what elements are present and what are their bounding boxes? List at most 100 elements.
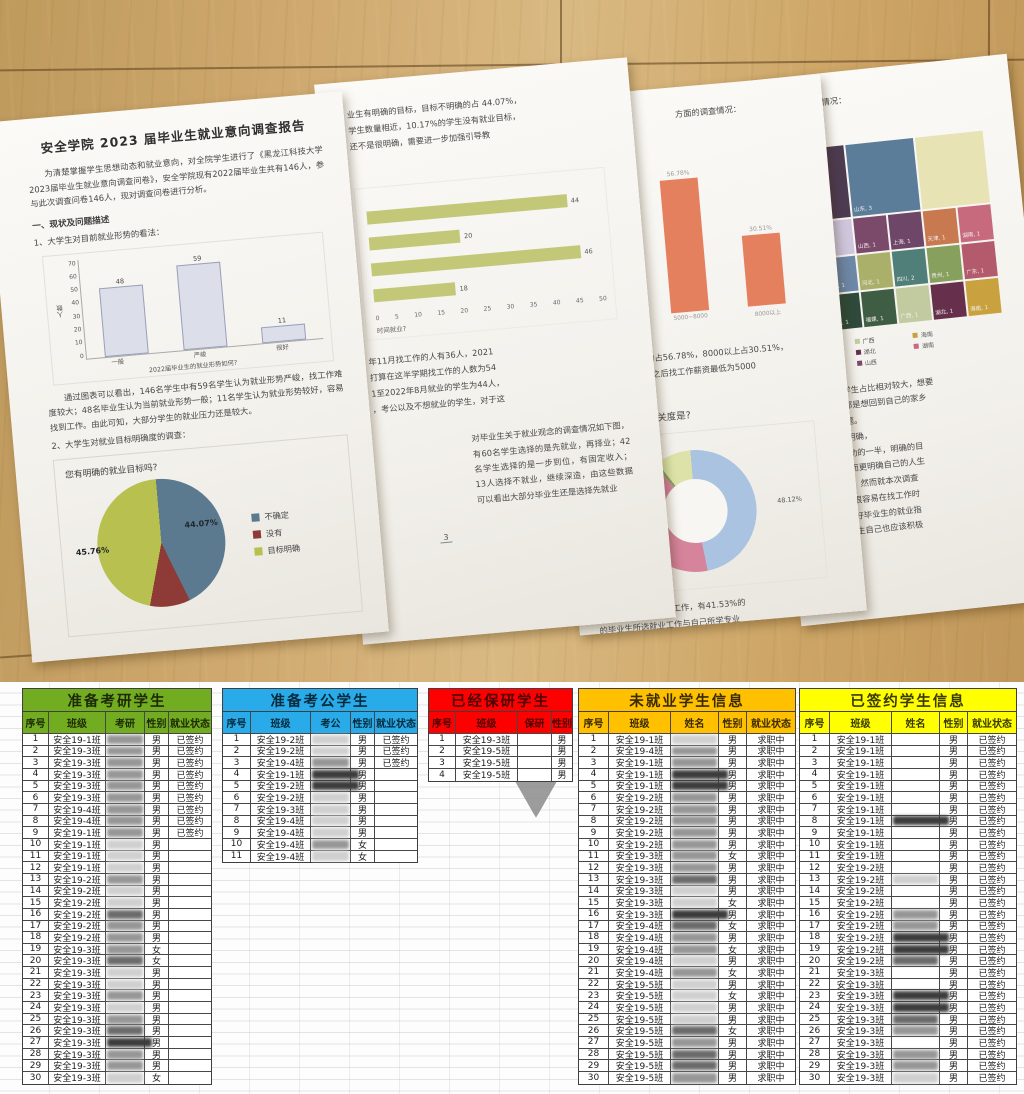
cell[interactable] <box>169 932 211 944</box>
cell[interactable]: 安全19-2班 <box>830 897 892 909</box>
cell[interactable]: 男 <box>351 780 375 792</box>
cell[interactable]: 男 <box>940 932 968 944</box>
name-cell[interactable] <box>106 920 145 933</box>
name-cell[interactable] <box>892 850 940 863</box>
cell[interactable]: 安全19-1班 <box>609 734 671 746</box>
name-cell[interactable] <box>518 734 552 746</box>
cell[interactable]: 30 <box>579 1072 609 1084</box>
cell[interactable]: 14 <box>23 885 49 898</box>
header-cell[interactable]: 性别 <box>351 712 375 734</box>
cell[interactable]: 15 <box>800 897 830 909</box>
cell[interactable]: 求职中 <box>747 944 795 956</box>
cell[interactable]: 求职中 <box>747 909 795 921</box>
name-cell[interactable] <box>671 803 719 816</box>
name-cell[interactable] <box>892 1037 940 1049</box>
cell[interactable]: 安全19-1班 <box>49 862 106 874</box>
cell[interactable]: 安全19-1班 <box>830 780 892 792</box>
cell[interactable]: 安全19-4班 <box>251 757 311 769</box>
cell[interactable]: 已签约 <box>968 1014 1016 1026</box>
cell[interactable]: 求职中 <box>757 1074 785 1085</box>
cell[interactable]: 9 <box>579 827 609 839</box>
cell[interactable]: 男 <box>940 780 968 792</box>
cell[interactable] <box>375 792 417 804</box>
cell[interactable]: 安全19-5班 <box>609 1002 671 1014</box>
cell[interactable]: 安全19-2班 <box>609 815 671 827</box>
cell[interactable]: 男 <box>940 885 968 897</box>
name-cell[interactable] <box>671 1013 719 1026</box>
cell[interactable]: 男 <box>719 1048 747 1061</box>
name-cell[interactable] <box>311 827 351 839</box>
cell[interactable]: 男 <box>940 1025 968 1037</box>
header-cell[interactable]: 就业状态 <box>169 712 211 734</box>
cell[interactable]: 男 <box>940 967 968 979</box>
cell[interactable]: 求职中 <box>747 851 795 862</box>
cell[interactable]: 11 <box>223 850 251 863</box>
cell[interactable]: 求职中 <box>747 781 795 792</box>
cell[interactable]: 安全19-2班 <box>830 943 892 956</box>
cell[interactable]: 男 <box>719 827 747 839</box>
cell[interactable]: 女 <box>145 1072 169 1084</box>
cell[interactable]: 安全19-5班 <box>609 1037 671 1049</box>
cell[interactable]: 23 <box>579 990 609 1003</box>
cell[interactable]: 25 <box>579 1013 609 1026</box>
name-cell[interactable] <box>311 757 351 769</box>
cell[interactable] <box>169 979 211 991</box>
cell[interactable]: 求职中 <box>747 1037 795 1049</box>
header-cell[interactable]: 考研 <box>106 712 145 734</box>
cell[interactable]: 安全19-4班 <box>49 815 106 827</box>
cell[interactable]: 已签约 <box>968 851 1016 862</box>
header-cell[interactable]: 序号 <box>800 712 830 734</box>
cell[interactable]: 安全19-1班 <box>830 850 892 862</box>
cell[interactable]: 18 <box>579 932 609 944</box>
cell[interactable]: 男 <box>940 815 968 827</box>
header-cell[interactable]: 序号 <box>429 712 456 734</box>
name-cell[interactable] <box>106 1072 145 1084</box>
cell[interactable]: 安全19-2班 <box>49 873 106 886</box>
cell[interactable]: 安全19-3班 <box>49 955 106 967</box>
cell[interactable]: 已签约 <box>169 792 211 804</box>
cell[interactable]: 7 <box>800 803 830 816</box>
name-cell[interactable] <box>671 768 729 781</box>
cell[interactable]: 安全19-2班 <box>609 838 671 851</box>
cell[interactable]: 13 <box>23 873 49 886</box>
cell[interactable]: 26 <box>800 1025 830 1038</box>
cell[interactable]: 22 <box>800 978 830 991</box>
cell[interactable]: 男 <box>940 745 968 757</box>
cell[interactable]: 22 <box>23 978 49 991</box>
cell[interactable] <box>169 955 211 968</box>
name-cell[interactable] <box>106 885 145 898</box>
name-cell[interactable] <box>892 967 940 979</box>
cell[interactable]: 男 <box>940 1048 968 1061</box>
cell[interactable]: 男 <box>719 780 747 792</box>
cell[interactable]: 安全19-3班 <box>49 1048 106 1061</box>
cell[interactable]: 10 <box>223 838 251 851</box>
name-cell[interactable] <box>671 943 719 956</box>
cell[interactable]: 已签约 <box>968 781 1016 792</box>
cell[interactable]: 男 <box>940 920 968 932</box>
cell[interactable]: 男 <box>351 827 375 839</box>
cell[interactable]: 已签约 <box>968 897 1016 909</box>
cell[interactable]: 求职中 <box>747 757 795 769</box>
cell[interactable]: 男 <box>719 1060 747 1072</box>
cell[interactable]: 安全19-2班 <box>49 897 106 909</box>
name-cell[interactable] <box>311 803 351 816</box>
cell[interactable] <box>375 781 417 793</box>
name-cell[interactable] <box>671 920 719 933</box>
cell[interactable]: 男 <box>940 850 968 862</box>
cell[interactable]: 男 <box>940 873 968 886</box>
cell[interactable] <box>169 839 211 851</box>
cell[interactable]: 女 <box>351 838 375 851</box>
cell[interactable]: 男 <box>719 955 747 967</box>
header-cell[interactable]: 序号 <box>579 712 609 734</box>
name-cell[interactable] <box>892 838 940 851</box>
cell[interactable]: 求职中 <box>747 921 795 932</box>
cell[interactable]: 安全19-3班 <box>49 768 106 781</box>
name-cell[interactable] <box>671 780 729 793</box>
cell[interactable]: 安全19-1班 <box>830 792 892 804</box>
cell[interactable] <box>169 990 211 1003</box>
cell[interactable]: 男 <box>145 873 169 886</box>
cell[interactable]: 24 <box>800 1002 830 1014</box>
header-cell[interactable]: 班级 <box>609 712 671 734</box>
cell[interactable]: 1 <box>579 734 609 746</box>
cell[interactable]: 安全19-2班 <box>251 745 311 757</box>
